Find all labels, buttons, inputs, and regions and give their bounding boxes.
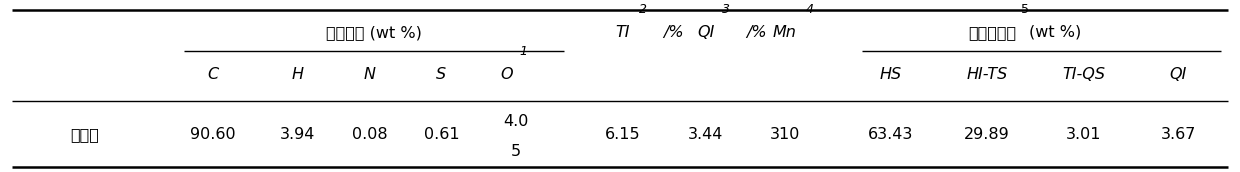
Text: 0.61: 0.61 [424,127,459,142]
Text: TI-QS: TI-QS [1063,67,1105,82]
Text: /%: /% [663,25,684,40]
Text: 5: 5 [1021,3,1028,15]
Text: 6.15: 6.15 [605,127,640,142]
Text: 煮焦油: 煮焦油 [69,127,99,142]
Text: 4.0: 4.0 [503,114,528,129]
Text: N: N [363,67,376,82]
Text: 族组成分布: 族组成分布 [968,25,1017,40]
Text: C: C [208,67,218,82]
Text: 1: 1 [520,45,527,58]
Text: 4: 4 [806,3,813,15]
Text: Mn: Mn [773,25,797,40]
Text: (wt %): (wt %) [1029,25,1081,40]
Text: 3: 3 [722,3,729,15]
Text: S: S [436,67,446,82]
Text: /%: /% [746,25,768,40]
Text: 310: 310 [770,127,800,142]
Text: QI: QI [697,25,714,40]
Text: TI: TI [615,25,630,40]
Text: 63.43: 63.43 [868,127,913,142]
Text: 3.44: 3.44 [688,127,723,142]
Text: O: O [501,67,513,82]
Text: HI-TS: HI-TS [966,67,1008,82]
Text: 29.89: 29.89 [965,127,1009,142]
Text: HS: HS [879,67,901,82]
Text: 0.08: 0.08 [352,127,387,142]
Text: 90.60: 90.60 [191,127,236,142]
Text: 2: 2 [639,3,646,15]
Text: H: H [291,67,304,82]
Text: 3.94: 3.94 [280,127,315,142]
Text: 元素分析 (wt %): 元素分析 (wt %) [326,25,422,40]
Text: 3.67: 3.67 [1161,127,1195,142]
Text: 3.01: 3.01 [1066,127,1101,142]
Text: 5: 5 [511,144,521,159]
Text: QI: QI [1169,67,1187,82]
